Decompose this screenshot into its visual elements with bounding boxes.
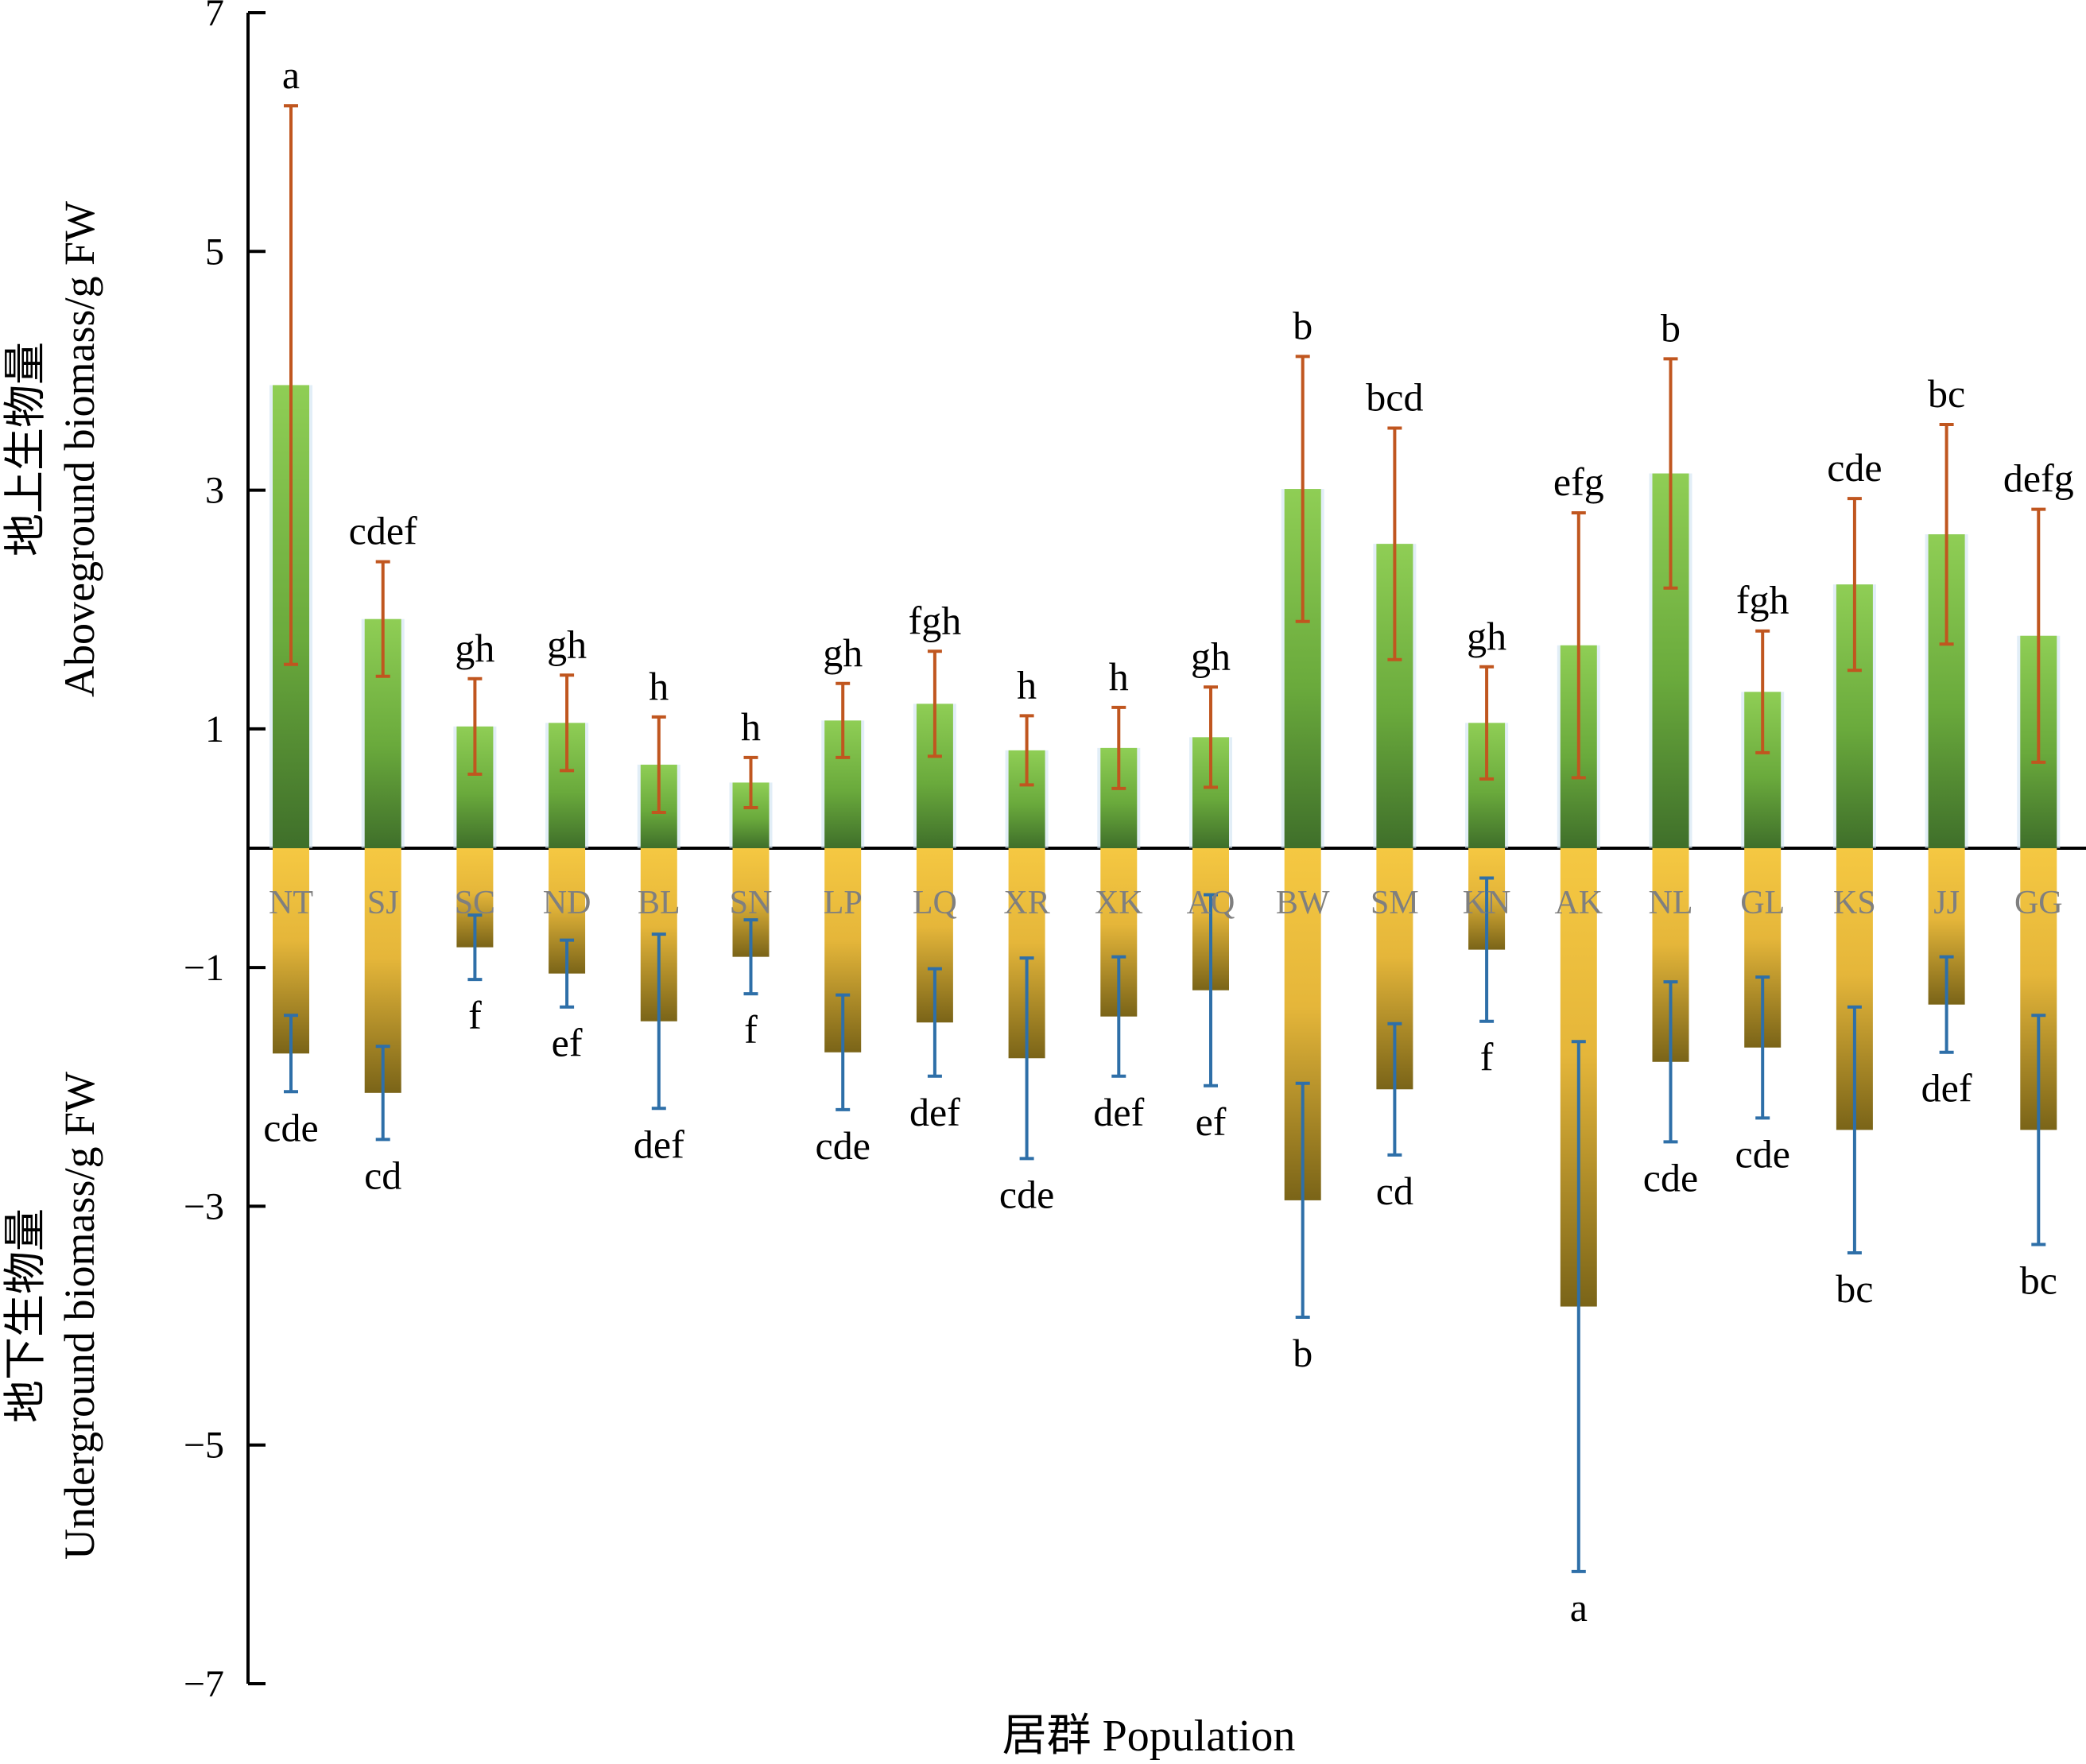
y-tick-label: 7 [205, 0, 224, 34]
y-axis-title-aboveground: Aboveground biomass/g FW [56, 201, 103, 697]
y-tick-label: −1 [184, 947, 224, 989]
category-label: AQ [1187, 885, 1235, 921]
significance-letter-aboveground: a [282, 52, 300, 97]
category-label: KS [1833, 885, 1876, 921]
significance-letter-aboveground: bcd [1366, 374, 1423, 419]
bars [269, 104, 2061, 1573]
y-tick-label: 3 [205, 470, 224, 512]
significance-letter-aboveground: fgh [1736, 578, 1789, 622]
significance-letter-aboveground: cde [1827, 445, 1882, 490]
category-label: LQ [913, 885, 957, 921]
category-label: GL [1740, 885, 1785, 921]
category-label: XR [1003, 885, 1049, 921]
significance-letter-aboveground: h [1109, 654, 1129, 699]
significance-letter-aboveground: b [1661, 305, 1681, 350]
y-axis-title-aboveground: 地上生物量 [2, 342, 49, 556]
y-tick-label: 1 [205, 708, 224, 750]
labels: NTacdeSJcdefcdSCghfNDghefBLhdefSNhfLPghc… [2, 52, 2074, 1761]
significance-letter-aboveground: h [741, 704, 761, 749]
category-label: BL [638, 885, 680, 921]
category-label: JJ [1933, 885, 1960, 921]
significance-letter-underground: def [634, 1122, 684, 1166]
significance-letter-underground: b [1293, 1331, 1312, 1375]
significance-letter-aboveground: gh [455, 626, 494, 670]
significance-letter-underground: a [1570, 1585, 1588, 1630]
significance-letter-underground: f [1480, 1035, 1494, 1080]
significance-letter-underground: f [468, 993, 482, 1037]
significance-letter-aboveground: h [649, 664, 669, 708]
category-label: XK [1095, 885, 1143, 921]
significance-letter-aboveground: efg [1553, 459, 1604, 504]
significance-letter-underground: f [744, 1007, 758, 1052]
significance-letter-underground: cd [364, 1153, 401, 1197]
significance-letter-underground: cd [1376, 1169, 1413, 1213]
significance-letter-underground: def [1093, 1090, 1144, 1134]
significance-letter-aboveground: cdef [349, 509, 417, 553]
category-label: BW [1276, 885, 1330, 921]
significance-letter-underground: bc [1836, 1266, 1873, 1311]
significance-letter-aboveground: b [1293, 303, 1312, 347]
significance-letter-underground: ef [552, 1021, 583, 1065]
category-label: SC [455, 885, 495, 921]
category-label: NT [269, 885, 313, 921]
significance-letter-aboveground: gh [1467, 614, 1506, 658]
category-label: KN [1463, 885, 1511, 921]
category-label: ND [543, 885, 591, 921]
category-label: GG [2014, 885, 2063, 921]
significance-letter-aboveground: gh [1191, 634, 1231, 678]
significance-letter-underground: cde [1735, 1131, 1790, 1176]
y-axis-title-underground: 地下生物量 [2, 1208, 49, 1423]
category-label: NL [1649, 885, 1693, 921]
category-label: SM [1371, 885, 1419, 921]
significance-letter-aboveground: bc [1928, 371, 1965, 416]
significance-letter-aboveground: h [1017, 662, 1037, 707]
y-tick-label: −3 [184, 1185, 224, 1227]
y-tick-label: 5 [205, 231, 224, 273]
category-label: SN [730, 885, 773, 921]
x-axis-title: 居群 Population [1002, 1712, 1296, 1761]
category-label: LP [824, 885, 863, 921]
significance-letter-aboveground: gh [823, 630, 863, 675]
y-tick-label: −5 [184, 1425, 224, 1467]
significance-letter-aboveground: gh [547, 622, 587, 666]
significance-letter-underground: cde [816, 1123, 870, 1168]
significance-letter-aboveground: defg [2003, 456, 2074, 501]
significance-letter-underground: cde [999, 1172, 1054, 1216]
significance-letter-underground: ef [1196, 1099, 1227, 1144]
significance-letter-underground: cde [263, 1105, 318, 1150]
significance-letter-underground: def [1921, 1066, 1972, 1111]
significance-letter-underground: bc [2020, 1258, 2057, 1302]
significance-letter-underground: def [909, 1090, 960, 1134]
y-tick-label: −7 [184, 1663, 224, 1705]
category-label: AK [1554, 885, 1603, 921]
category-label: SJ [367, 885, 399, 921]
significance-letter-aboveground: fgh [909, 598, 962, 642]
y-axis-title-underground: Underground biomass/g FW [56, 1072, 103, 1560]
significance-letter-underground: cde [1643, 1155, 1698, 1200]
